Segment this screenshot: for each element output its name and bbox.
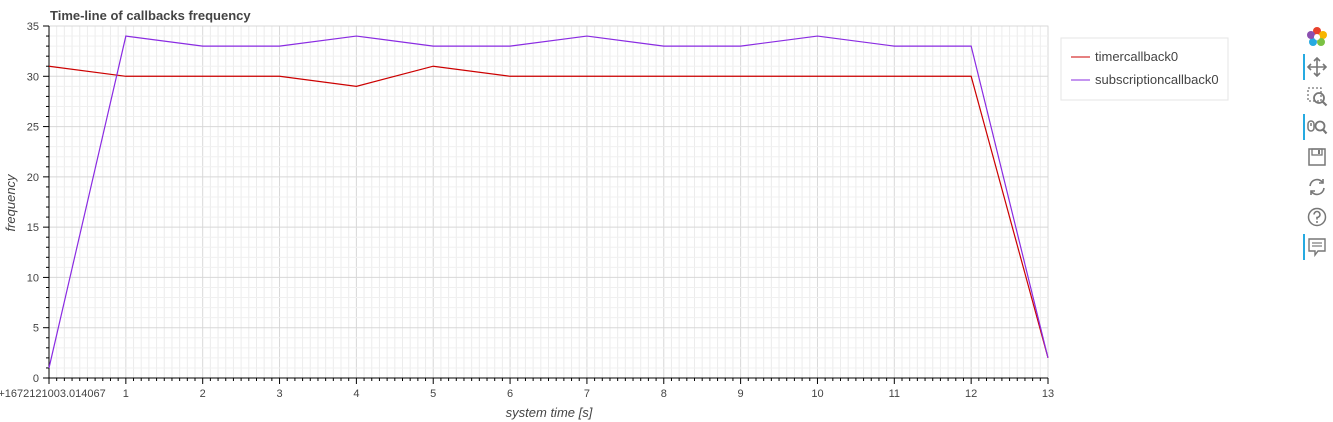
x-tick-label: 11: [889, 388, 900, 400]
x-tick-label: 10: [811, 388, 823, 400]
x-tick-label: 9: [738, 388, 744, 400]
axes: 0+1672121003.014067 1 2 3 4 5 6 7 8 9 10 11 12 130510…: [0, 21, 1054, 400]
x-tick-label: 5: [430, 388, 436, 400]
reset-tool[interactable]: [1300, 172, 1333, 202]
plot-toolbar: [1300, 22, 1333, 262]
y-tick-label: 10: [27, 272, 39, 284]
legend-label-subscriptioncallback0: subscriptioncallback0: [1095, 72, 1219, 87]
bokeh-logo-icon: [1306, 27, 1327, 46]
x-tick-label: 3: [276, 388, 282, 400]
y-axis-label: frequency: [3, 173, 18, 232]
hover-icon: [1307, 238, 1326, 258]
x-tick-label: 8: [661, 388, 667, 400]
bokeh-logo[interactable]: [1300, 22, 1333, 52]
box-zoom-icon: [1306, 87, 1327, 107]
y-tick-label: 0: [33, 373, 39, 385]
x-tick-label: 1: [123, 388, 129, 400]
x-tick-label: 2: [200, 388, 206, 400]
y-tick-label: 25: [27, 122, 39, 134]
x-tick-label: 13: [1042, 388, 1054, 400]
chart-title: Time-line of callbacks frequency: [50, 8, 251, 23]
help-tool[interactable]: [1300, 202, 1333, 232]
x-tick-label: 0+1672121003.014067: [0, 388, 106, 400]
x-tick-label: 6: [507, 388, 513, 400]
legend-label-timercallback0: timercallback0: [1095, 49, 1178, 64]
reset-icon: [1308, 178, 1325, 196]
legend[interactable]: timercallback0 subscriptioncallback0: [1060, 37, 1229, 101]
y-tick-label: 5: [33, 323, 39, 335]
hover-tool[interactable]: [1300, 232, 1333, 262]
series-line-subscriptioncallback0[interactable]: [48, 35, 1049, 369]
pan-tool[interactable]: [1300, 52, 1333, 82]
y-tick-label: 20: [27, 172, 39, 184]
pan-icon: [1306, 56, 1327, 78]
wheel-zoom-tool[interactable]: [1300, 112, 1333, 142]
chart: Time-line of callbacks frequency 0+16721…: [0, 8, 1229, 420]
y-tick-label: 30: [27, 71, 39, 83]
help-icon: [1307, 207, 1326, 227]
save-icon: [1307, 148, 1326, 166]
legend-box: [1060, 37, 1229, 101]
save-tool[interactable]: [1300, 142, 1333, 172]
series-line-timercallback0[interactable]: [48, 65, 1049, 359]
box-zoom-tool[interactable]: [1300, 82, 1333, 112]
x-tick-label: 12: [965, 388, 977, 400]
y-tick-label: 35: [27, 21, 39, 33]
x-tick-label: 4: [353, 388, 359, 400]
y-tick-label: 15: [27, 222, 39, 234]
wheel-zoom-icon: [1306, 120, 1327, 135]
series-lines[interactable]: [48, 35, 1049, 369]
grid: [48, 25, 1049, 379]
x-axis-label: system time [s]: [506, 405, 593, 420]
x-tick-label: 7: [584, 388, 590, 400]
